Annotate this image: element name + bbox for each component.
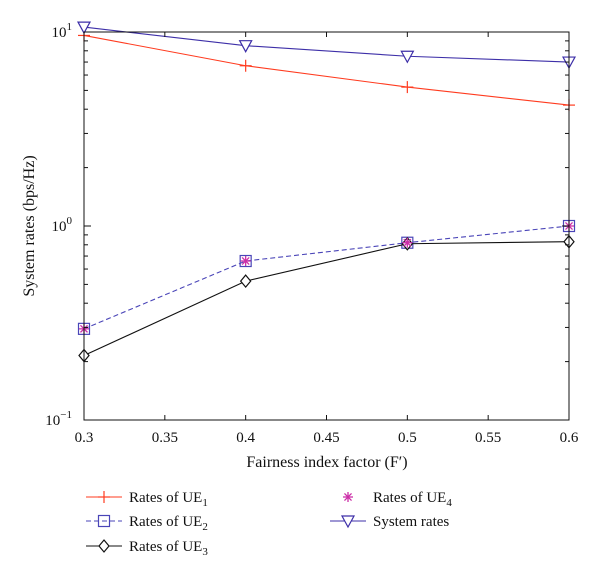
series-1 (78, 29, 575, 112)
series-3 (78, 234, 575, 363)
star-marker-ray (241, 257, 250, 266)
data-point (238, 40, 253, 53)
plot-area (76, 21, 577, 363)
legend-label: Rates of UE1 (129, 490, 208, 509)
data-point (239, 254, 252, 268)
legend-label: Rates of UE3 (129, 539, 208, 558)
plot-frame (83, 31, 570, 421)
y-axis-title: System rates (bps/Hz) (21, 155, 38, 296)
data-point (402, 237, 413, 248)
x-tick-label: 0.55 (475, 430, 501, 446)
star-marker-ray (403, 238, 412, 247)
y-tick-label: 10−1 (45, 409, 72, 429)
legend-entry: Rates of UE3 (86, 539, 208, 558)
legend-marker (340, 515, 356, 529)
legend-entry: Rates of UE2 (86, 514, 208, 533)
legend-marker (98, 491, 110, 503)
x-tick-label: 0.35 (152, 430, 178, 446)
legend-entry: Rates of UE1 (86, 490, 208, 509)
series-line (83, 241, 570, 357)
data-point (400, 50, 415, 64)
series-2 (77, 219, 576, 335)
x-tick-label: 0.6 (560, 430, 579, 446)
star-marker-ray (344, 493, 352, 501)
data-point (240, 256, 251, 267)
x-tick-label: 0.4 (236, 430, 255, 446)
x-tick-label: 0.45 (313, 430, 339, 446)
legend: Rates of UE1 Rates of UE2 Rates of UE3 Rate… (86, 490, 452, 558)
data-point (239, 59, 252, 72)
series-line (83, 34, 570, 106)
legend-label: System rates (373, 514, 449, 530)
y-tick-label: 100 (52, 215, 73, 235)
legend-marker (97, 514, 111, 528)
legend-entry: Rates of UE4 (343, 490, 452, 509)
series-4 (79, 221, 574, 334)
legend-marker (98, 539, 110, 553)
axes: 0.3 0.35 0.4 0.45 0.5 0.55 0.6 10−1 100 101 (45, 21, 579, 446)
data-point (76, 21, 92, 35)
legend-label: Rates of UE2 (129, 514, 208, 533)
x-tick-label: 0.5 (398, 430, 417, 446)
series-5 (76, 21, 577, 70)
y-tick-label: 101 (52, 21, 73, 41)
series-line (83, 225, 570, 330)
data-point (239, 274, 252, 289)
x-tick-label: 0.3 (75, 430, 94, 446)
x-axis-title: Fairness index factor (F′) (246, 454, 407, 471)
legend-label: Rates of UE4 (373, 490, 452, 509)
legend-entry: System rates (330, 514, 449, 530)
legend-marker (343, 492, 353, 502)
data-point (401, 81, 414, 94)
